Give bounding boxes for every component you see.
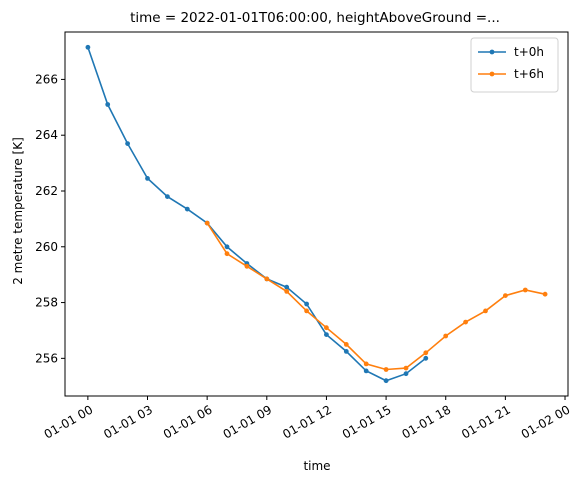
x-tick-label: 01-01 21 bbox=[459, 402, 513, 441]
data-point bbox=[145, 176, 150, 181]
data-point bbox=[85, 44, 91, 50]
chart-title: time = 2022-01-01T06:00:00, heightAboveG… bbox=[130, 10, 500, 26]
data-point bbox=[542, 291, 548, 297]
data-point bbox=[383, 378, 389, 384]
data-point bbox=[224, 251, 230, 257]
series-line-1 bbox=[87, 47, 427, 382]
data-point bbox=[363, 361, 369, 367]
x-tick-label: 01-02 00 bbox=[519, 402, 571, 441]
x-tick-label: 01-01 18 bbox=[400, 402, 454, 441]
data-point bbox=[244, 263, 250, 269]
legend-marker bbox=[489, 71, 495, 77]
y-tick-label: 260 bbox=[35, 240, 58, 254]
x-tick-label: 01-01 15 bbox=[340, 402, 394, 441]
series-line-2 bbox=[206, 222, 546, 371]
data-point bbox=[304, 308, 309, 314]
y-tick-label: 258 bbox=[35, 296, 58, 310]
data-point bbox=[264, 276, 270, 282]
legend-label: t+6h bbox=[514, 67, 544, 81]
legend: t+0h t+6h bbox=[470, 37, 559, 93]
x-axis-label: time bbox=[303, 459, 330, 473]
data-point bbox=[463, 319, 468, 325]
y-axis-label: 2 metre temperature [K] bbox=[11, 137, 25, 285]
series-layer bbox=[85, 44, 548, 384]
data-point bbox=[343, 349, 349, 354]
y-tick-label: 266 bbox=[35, 72, 58, 86]
y-tick-label: 264 bbox=[35, 128, 58, 142]
axes-frame bbox=[64, 31, 569, 397]
data-point bbox=[105, 102, 111, 107]
data-point bbox=[423, 355, 429, 361]
data-point bbox=[184, 206, 190, 212]
data-point bbox=[125, 141, 130, 147]
data-point bbox=[363, 368, 369, 374]
data-point bbox=[403, 371, 409, 377]
x-tick-label: 01-01 03 bbox=[101, 402, 155, 441]
y-axis: 256 258 260 262 264 266 bbox=[35, 72, 65, 365]
data-point bbox=[324, 325, 329, 331]
data-point bbox=[522, 287, 528, 293]
data-point bbox=[483, 308, 488, 314]
data-point bbox=[284, 284, 290, 290]
data-point bbox=[304, 301, 309, 307]
data-point bbox=[443, 333, 449, 339]
legend-marker bbox=[489, 49, 495, 55]
data-point bbox=[165, 194, 170, 200]
plot-area bbox=[64, 31, 569, 397]
y-tick-label: 262 bbox=[35, 184, 58, 198]
x-axis: 01-01 00 01-01 03 01-01 06 01-01 09 01-01 12… bbox=[42, 396, 571, 442]
x-tick-label: 01-01 06 bbox=[161, 402, 215, 441]
x-tick-label: 01-01 12 bbox=[280, 402, 334, 441]
x-tick-label: 01-01 00 bbox=[42, 402, 96, 441]
data-point bbox=[403, 365, 409, 371]
data-point bbox=[204, 220, 210, 226]
x-tick-label: 01-01 09 bbox=[221, 402, 275, 441]
data-point bbox=[503, 293, 508, 298]
data-point bbox=[324, 332, 329, 337]
data-point bbox=[343, 342, 349, 347]
data-point bbox=[423, 350, 429, 356]
y-tick-label: 256 bbox=[35, 351, 58, 365]
legend-label: t+0h bbox=[514, 45, 544, 59]
data-point bbox=[284, 289, 290, 294]
data-point bbox=[383, 367, 389, 372]
data-point bbox=[224, 244, 230, 250]
